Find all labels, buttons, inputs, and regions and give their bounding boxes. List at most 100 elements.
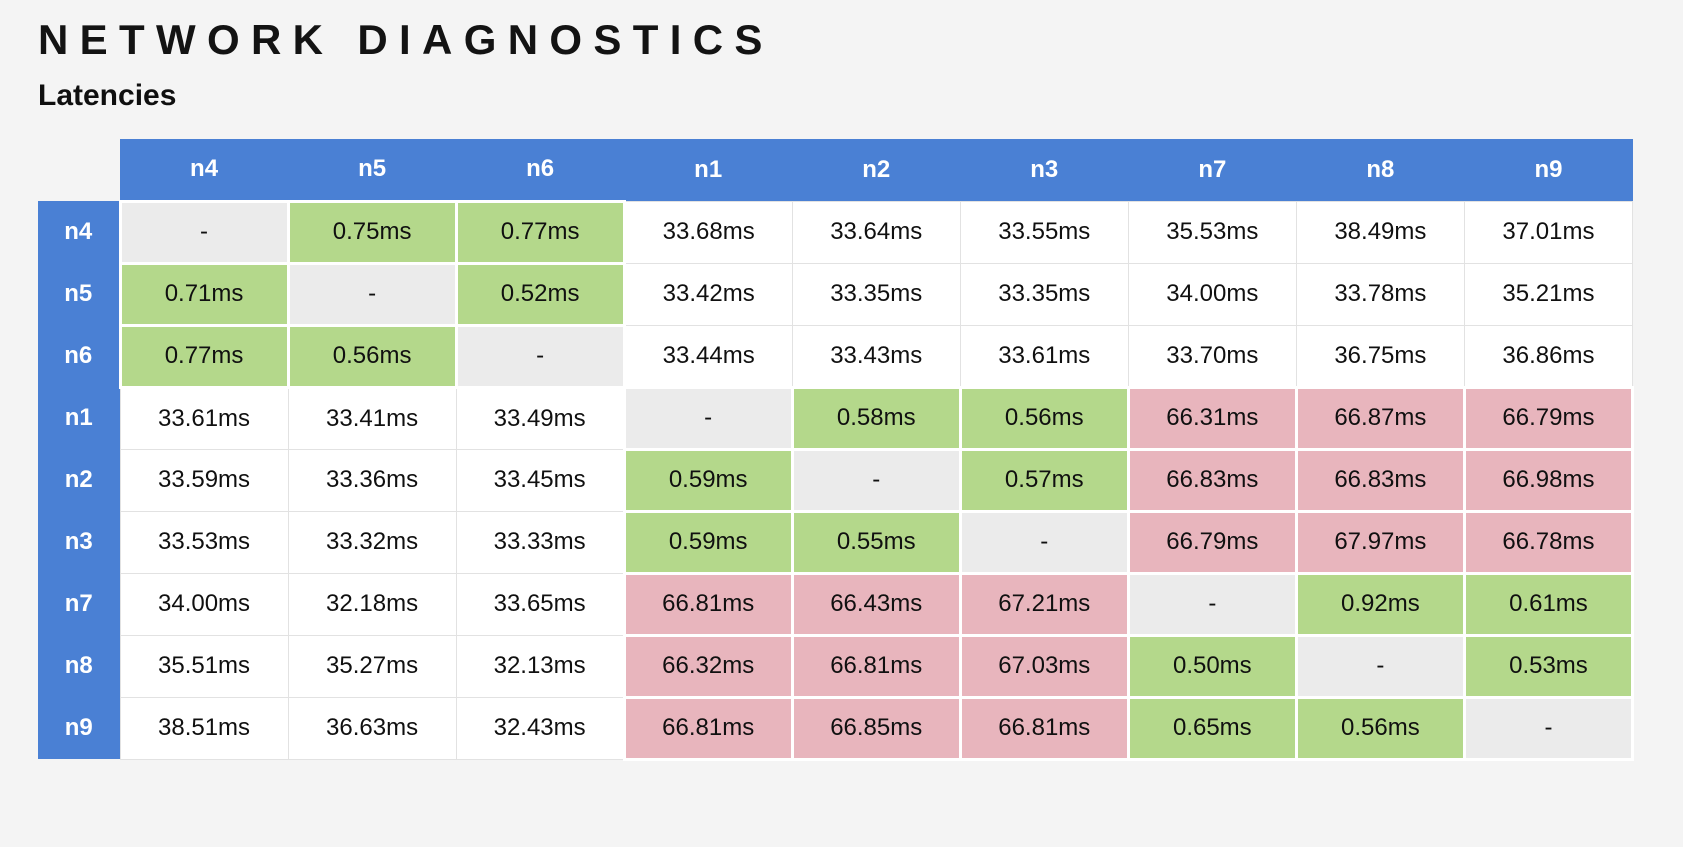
latency-table-body: n4-0.75ms 0.77ms 33.68ms 33.64ms 33.55ms 35.5… [38,199,1635,761]
latency-cell-n2-n5: 33.36ms [287,448,457,512]
latency-cell-n8-n5: 35.27ms [287,634,457,698]
latency-cell-n2-n9: 66.98ms [1462,447,1635,513]
latency-cell-n5-n2: 33.35ms [791,262,961,326]
latency-cell-n6-n1: 33.44ms [623,324,793,388]
latency-cell-n1-n7: 66.31ms [1126,385,1298,451]
column-header-n4: n4 [120,139,289,201]
latency-cell-n9-n5: 36.63ms [287,696,457,760]
latency-cell-n5-n3: 33.35ms [959,262,1129,326]
latency-cell-n1-n2: 0.58ms [790,385,962,451]
latency-cell-n1-n4: 33.61ms [119,386,289,450]
latency-cell-n7-n1: 66.81ms [622,571,794,637]
column-header-n7: n7 [1128,139,1297,201]
row-header-n3: n3 [38,511,121,573]
column-header-n1: n1 [624,139,793,201]
latency-cell-n5-n4: 0.71ms [118,261,290,327]
latency-cell-n7-n7: - [1126,571,1298,637]
latency-cell-n1-n3: 0.56ms [958,385,1130,451]
table-row-n9: n9 38.51ms 36.63ms 32.43ms 66.81ms 66.85ms 66.… [38,695,1635,761]
latency-cell-n9-n3: 66.81ms [958,695,1130,761]
latency-cell-n4-n8: 38.49ms [1295,200,1465,264]
latency-cell-n3-n7: 66.79ms [1126,509,1298,575]
latency-cell-n6-n7: 33.70ms [1127,324,1297,388]
column-header-n8: n8 [1296,139,1465,201]
latency-cell-n6-n4: 0.77ms [118,323,290,389]
latency-cell-n1-n6: 33.49ms [455,386,625,450]
latency-cell-n4-n9: 37.01ms [1463,200,1634,264]
column-header-n2: n2 [792,139,961,201]
table-row-n1: n1 33.61ms 33.41ms 33.49ms -0.58ms 0.56ms 66.3… [38,385,1635,451]
latency-cell-n9-n8: 0.56ms [1294,695,1466,761]
latency-cell-n5-n6: 0.52ms [454,261,626,327]
latency-cell-n6-n6: - [454,323,626,389]
latency-cell-n2-n7: 66.83ms [1126,447,1298,513]
latency-cell-n6-n2: 33.43ms [791,324,961,388]
latency-cell-n2-n2: - [790,447,962,513]
latency-cell-n7-n2: 66.43ms [790,571,962,637]
latency-cell-n9-n6: 32.43ms [455,696,625,760]
latency-cell-n9-n9: - [1462,695,1635,761]
latency-cell-n4-n2: 33.64ms [791,200,961,264]
row-header-n1: n1 [38,387,121,449]
latency-cell-n4-n1: 33.68ms [623,200,793,264]
latency-cell-n8-n1: 66.32ms [622,633,794,699]
latency-cell-n7-n4: 34.00ms [119,572,289,636]
latency-cell-n1-n1: - [622,385,794,451]
latency-cell-n2-n4: 33.59ms [119,448,289,512]
column-header-n5: n5 [288,139,457,201]
row-header-n5: n5 [38,263,121,325]
latency-cell-n3-n4: 33.53ms [119,510,289,574]
latency-cell-n5-n9: 35.21ms [1463,262,1634,326]
latency-cell-n7-n9: 0.61ms [1462,571,1635,637]
latency-cell-n2-n1: 0.59ms [622,447,794,513]
latency-cell-n4-n3: 33.55ms [959,200,1129,264]
latency-cell-n3-n6: 33.33ms [455,510,625,574]
section-title-latencies: Latencies [38,78,177,112]
latency-cell-n8-n9: 0.53ms [1462,633,1635,699]
table-row-n6: n6 0.77ms 0.56ms -33.44ms 33.43ms 33.61ms 33.7… [38,323,1634,389]
table-row-n4: n4-0.75ms 0.77ms 33.68ms 33.64ms 33.55ms 35.5… [38,199,1634,265]
latency-cell-n7-n6: 33.65ms [455,572,625,636]
corner-cell [38,139,120,201]
table-row-n8: n8 35.51ms 35.27ms 32.13ms 66.32ms 66.81ms 67.… [38,633,1635,699]
latency-cell-n3-n3: - [958,509,1130,575]
latency-cell-n8-n2: 66.81ms [790,633,962,699]
latency-cell-n3-n2: 0.55ms [790,509,962,575]
latency-cell-n4-n5: 0.75ms [286,199,458,265]
latency-cell-n5-n8: 33.78ms [1295,262,1465,326]
latency-cell-n9-n4: 38.51ms [119,696,289,760]
latency-cell-n6-n8: 36.75ms [1295,324,1465,388]
header-row: n4 n5 n6 n1 n2 n3 n7 n8 n9 [38,139,1633,201]
latency-cell-n3-n5: 33.32ms [287,510,457,574]
row-header-n6: n6 [38,325,121,387]
row-header-n2: n2 [38,449,121,511]
latency-cell-n7-n8: 0.92ms [1294,571,1466,637]
latency-cell-n3-n8: 67.97ms [1294,509,1466,575]
latency-cell-n4-n6: 0.77ms [454,199,626,265]
latency-cell-n3-n9: 66.78ms [1462,509,1635,575]
latency-cell-n5-n1: 33.42ms [623,262,793,326]
row-header-n4: n4 [38,201,121,263]
network-diagnostics-page: NETWORK DIAGNOSTICS Latencies n4 n5 n6 n1 n2… [38,16,1635,761]
latency-cell-n2-n6: 33.45ms [455,448,625,512]
column-header-n6: n6 [456,139,625,201]
page-title: NETWORK DIAGNOSTICS [38,16,774,63]
latency-cell-n7-n5: 32.18ms [287,572,457,636]
latency-cell-n1-n8: 66.87ms [1294,385,1466,451]
latency-cell-n2-n8: 66.83ms [1294,447,1466,513]
latency-cell-n8-n7: 0.50ms [1126,633,1298,699]
latency-cell-n8-n6: 32.13ms [455,634,625,698]
latency-cell-n7-n3: 67.21ms [958,571,1130,637]
table-row-n5: n5 0.71ms -0.52ms 33.42ms 33.35ms 33.35ms 34.0… [38,261,1634,327]
latency-cell-n9-n7: 0.65ms [1126,695,1298,761]
table-row-n7: n7 34.00ms 32.18ms 33.65ms 66.81ms 66.43ms 67.… [38,571,1635,637]
latency-table-head: n4 n5 n6 n1 n2 n3 n7 n8 n9 [38,139,1633,201]
latency-cell-n4-n7: 35.53ms [1127,200,1297,264]
latency-cell-n4-n4: - [118,199,290,265]
latency-cell-n3-n1: 0.59ms [622,509,794,575]
latency-matrix-table: n4 n5 n6 n1 n2 n3 n7 n8 n9 n4-0.75ms 0.77ms 33.68m… [38,139,1635,761]
latency-cell-n8-n8: - [1294,633,1466,699]
latency-cell-n1-n9: 66.79ms [1462,385,1635,451]
row-header-n7: n7 [38,573,121,635]
latency-cell-n6-n9: 36.86ms [1463,324,1634,388]
